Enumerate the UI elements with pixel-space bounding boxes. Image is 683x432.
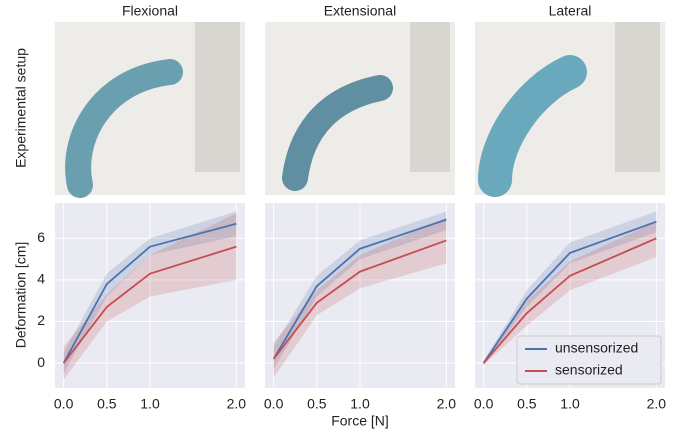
x-tick-label: 0.0 — [54, 396, 74, 412]
x-tick-label: 0.5 — [307, 396, 327, 412]
x-tick-label: 2.0 — [647, 396, 667, 412]
chart-title: Lateral — [549, 3, 592, 19]
photo-finger — [478, 55, 587, 197]
x-axis-label: Force [N] — [331, 413, 389, 429]
y-tick-label: 4 — [37, 271, 45, 287]
x-tick-label: 1.0 — [560, 396, 580, 412]
x-tick-label: 1.0 — [350, 396, 370, 412]
x-tick-label: 1.0 — [140, 396, 160, 412]
photo-finger — [282, 75, 393, 191]
x-tick-label: 0.0 — [264, 396, 284, 412]
photo-rig — [410, 22, 450, 172]
error-band — [273, 217, 447, 378]
x-tick-label: 0.5 — [517, 396, 537, 412]
y-tick-label: 2 — [37, 312, 45, 328]
legend-label: unsensorized — [555, 340, 638, 356]
chart-title: Extensional — [324, 3, 396, 19]
line — [482, 237, 657, 364]
x-tick-label: 0.5 — [97, 396, 117, 412]
chart-title: Flexional — [122, 3, 178, 19]
error-band — [273, 211, 447, 370]
row-label: Experimental setup — [13, 48, 29, 168]
line — [62, 245, 237, 364]
x-tick-label: 0.0 — [474, 396, 494, 412]
x-tick-label: 2.0 — [227, 396, 247, 412]
error-band — [483, 211, 657, 366]
line — [272, 239, 447, 360]
line — [482, 220, 657, 364]
y-tick-label: 6 — [37, 229, 45, 245]
legend-label: sensorized — [555, 362, 623, 378]
x-tick-label: 2.0 — [437, 396, 457, 412]
line — [272, 218, 447, 360]
photo-rig — [615, 22, 660, 172]
line — [62, 222, 237, 364]
y-tick-label: 0 — [37, 354, 45, 370]
photo-rig — [195, 22, 240, 172]
y-axis-label: Deformation [cm] — [13, 242, 29, 349]
error-band — [63, 213, 237, 380]
photos — [55, 22, 665, 198]
photo-finger — [65, 59, 183, 198]
legend-box — [516, 335, 662, 385]
